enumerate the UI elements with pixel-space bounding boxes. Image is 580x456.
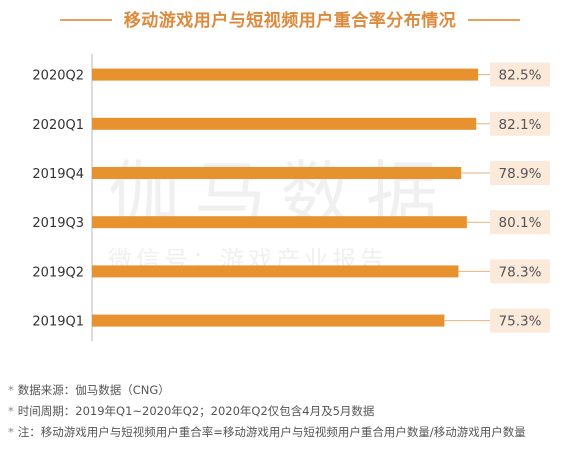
data-label-box bbox=[490, 111, 550, 136]
data-label-box bbox=[490, 259, 550, 284]
bar bbox=[92, 167, 462, 179]
category-label: 2019Q2 bbox=[32, 265, 84, 280]
bar bbox=[92, 314, 445, 327]
data-label-box bbox=[490, 62, 550, 87]
footnote-period-text: 时间周期：2019年Q1~2020年Q2；2020年Q2仅包含4月及5月数据 bbox=[17, 404, 375, 418]
data-label: 80.1% bbox=[499, 215, 542, 231]
footnote-source-text: 数据来源：伽马数据（CNG） bbox=[17, 383, 170, 397]
data-label-box bbox=[490, 161, 550, 185]
category-label: 2020Q2 bbox=[32, 69, 84, 84]
data-label: 82.1% bbox=[499, 117, 542, 133]
category-label: 2019Q3 bbox=[32, 216, 84, 231]
data-label: 82.5% bbox=[499, 68, 542, 84]
data-label: 78.3% bbox=[499, 264, 542, 280]
title-rule-right bbox=[468, 19, 520, 21]
bar bbox=[92, 216, 467, 229]
category-label: 2019Q1 bbox=[32, 315, 84, 330]
data-label-box bbox=[490, 308, 550, 333]
footnote-period: * 时间周期：2019年Q1~2020年Q2；2020年Q2仅包含4月及5月数据 bbox=[8, 404, 375, 418]
footnote-source: * 数据来源：伽马数据（CNG） bbox=[8, 383, 170, 397]
chart-header: 移动游戏用户与短视频用户重合率分布情况 bbox=[0, 0, 580, 40]
footnote-definition-text: 注：移动游戏用户与短视频用户重合率=移动游戏用户与短视频用户重合用户数量/移动游… bbox=[17, 425, 526, 439]
bar-chart: 2020Q2 82.5% 2020Q1 82.1% 2019Q4 78.9% 2019Q3 8… bbox=[32, 54, 550, 342]
bar bbox=[92, 68, 479, 81]
title-rule-left bbox=[60, 19, 112, 21]
data-label: 78.9% bbox=[499, 166, 542, 182]
chart-title: 移动游戏用户与短视频用户重合率分布情况 bbox=[123, 11, 457, 31]
footnotes: * 数据来源：伽马数据（CNG） * 时间周期：2019年Q1~2020年Q2；20… bbox=[8, 380, 576, 443]
category-label: 2020Q1 bbox=[32, 118, 84, 133]
bar bbox=[92, 265, 459, 278]
data-label: 75.3% bbox=[499, 314, 542, 330]
bar bbox=[92, 117, 477, 130]
footnote-definition: * 注：移动游戏用户与短视频用户重合率=移动游戏用户与短视频用户重合用户数量/移动… bbox=[8, 425, 526, 439]
category-label: 2019Q4 bbox=[32, 167, 84, 182]
data-label-box bbox=[490, 210, 550, 235]
